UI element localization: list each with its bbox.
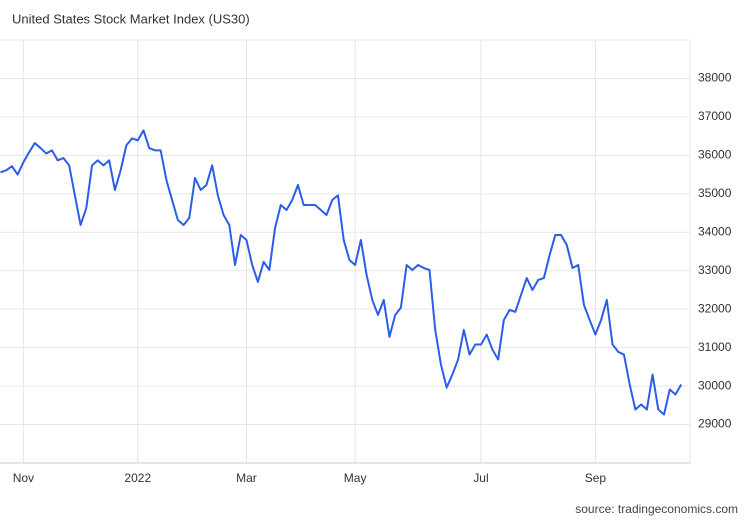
chart-title: United States Stock Market Index (US30) [12, 11, 250, 26]
x-tick-label: Sep [585, 471, 607, 485]
y-tick-label: 31000 [698, 340, 732, 354]
y-tick-label: 35000 [698, 186, 732, 200]
x-tick-label: Mar [236, 471, 257, 485]
y-tick-label: 38000 [698, 71, 732, 85]
y-tick-label: 37000 [698, 109, 732, 123]
y-tick-label: 30000 [698, 378, 732, 392]
y-tick-label: 29000 [698, 417, 732, 431]
y-tick-label: 32000 [698, 301, 732, 315]
source: source: tradingeconomics.com [575, 502, 738, 516]
y-tick-label: 36000 [698, 148, 732, 162]
line-series [0, 129, 683, 416]
x-tick-label: Jul [473, 471, 488, 485]
y-tick-label: 34000 [698, 224, 732, 238]
x-tick-label: May [344, 471, 367, 485]
x-tick-label: Nov [13, 471, 34, 485]
x-tick-label: 2022 [124, 471, 151, 485]
y-tick-label: 33000 [698, 263, 732, 277]
